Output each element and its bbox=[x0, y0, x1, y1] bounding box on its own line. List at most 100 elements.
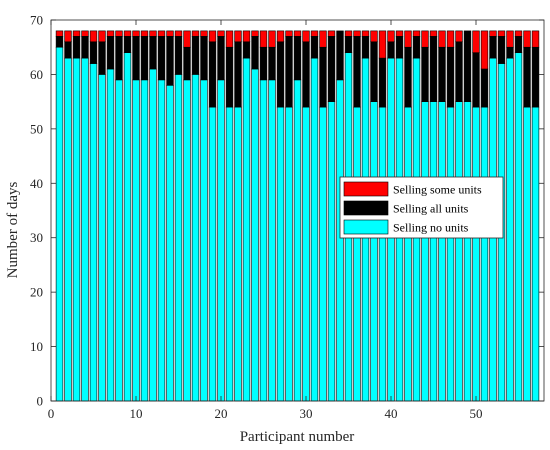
bar-segment-selling-all-units bbox=[412, 36, 421, 59]
x-axis-label: Participant number bbox=[240, 429, 355, 445]
bar-segment-selling-some-units bbox=[217, 30, 225, 37]
bar-segment-selling-all-units bbox=[217, 36, 225, 81]
legend: Selling some units Selling all units Selli… bbox=[339, 176, 504, 239]
y-tick-label: 50 bbox=[30, 121, 43, 136]
bar-segment-selling-all-units bbox=[429, 36, 438, 102]
bar-segment-selling-some-units bbox=[191, 30, 200, 37]
bar-segment-selling-some-units bbox=[208, 30, 217, 43]
bar-segment-selling-some-units bbox=[183, 30, 191, 48]
bar-segment-selling-no-units bbox=[353, 106, 361, 402]
bar-segment-selling-no-units bbox=[327, 101, 336, 402]
bar-segment-selling-no-units bbox=[166, 85, 174, 402]
bar-segment-selling-all-units bbox=[523, 46, 531, 108]
bar-segment-selling-some-units bbox=[72, 30, 81, 37]
bar-segment-selling-no-units bbox=[157, 79, 166, 402]
bar-segment-selling-no-units bbox=[259, 79, 268, 402]
bar-segment-selling-some-units bbox=[378, 30, 387, 59]
bar-segment-selling-all-units bbox=[514, 36, 523, 53]
bar-segment-selling-some-units bbox=[455, 30, 463, 43]
bar-segment-selling-all-units bbox=[395, 36, 404, 59]
legend-swatch bbox=[343, 200, 389, 216]
bar-segment-selling-all-units bbox=[123, 36, 132, 53]
bar-segment-selling-all-units bbox=[268, 46, 276, 81]
bar-segment-selling-all-units bbox=[361, 36, 370, 59]
bar-segment-selling-some-units bbox=[81, 30, 89, 37]
bar-segment-selling-all-units bbox=[293, 36, 302, 81]
bar-segment-selling-no-units bbox=[55, 46, 64, 402]
bar-segment-selling-no-units bbox=[200, 79, 208, 402]
axes-group: 0 10 20 30 40 50 0 10 20 30 40 50 60 70 bbox=[30, 13, 545, 421]
bar-segment-selling-some-units bbox=[234, 30, 242, 43]
bar-segment-selling-no-units bbox=[89, 63, 98, 402]
bar-segment-selling-all-units bbox=[225, 46, 234, 108]
bar-segment-selling-all-units bbox=[302, 41, 310, 108]
bar-segment-selling-all-units bbox=[353, 36, 361, 108]
bar-segment-selling-all-units bbox=[446, 46, 455, 108]
bar-segment-selling-all-units bbox=[89, 41, 98, 64]
bar-segment-selling-all-units bbox=[336, 30, 344, 81]
bar-segment-selling-some-units bbox=[472, 30, 480, 53]
bar-segment-selling-some-units bbox=[123, 30, 132, 37]
bar-segment-selling-no-units bbox=[225, 106, 234, 402]
bar-segment-selling-no-units bbox=[174, 74, 183, 402]
bar-segment-selling-no-units bbox=[463, 101, 472, 402]
bar-segment-selling-all-units bbox=[259, 46, 268, 81]
bar-segment-selling-all-units bbox=[285, 36, 293, 108]
bar-segment-selling-no-units bbox=[293, 79, 302, 402]
bar-segment-selling-some-units bbox=[55, 30, 64, 37]
bar-segment-selling-all-units bbox=[242, 41, 251, 59]
bar-segment-selling-all-units bbox=[55, 36, 64, 48]
plot-frame bbox=[50, 19, 545, 402]
bar-segment-selling-some-units bbox=[115, 30, 123, 37]
bar-segment-selling-no-units bbox=[64, 57, 72, 402]
bar-segment-selling-all-units bbox=[370, 41, 378, 102]
bar-segment-selling-all-units bbox=[276, 41, 285, 108]
bar-segment-selling-all-units bbox=[378, 57, 387, 108]
bar-segment-selling-all-units bbox=[106, 36, 115, 70]
bar-segment-selling-all-units bbox=[157, 36, 166, 81]
bar-segment-selling-no-units bbox=[404, 106, 412, 402]
bar-segment-selling-all-units bbox=[183, 46, 191, 81]
bar-segment-selling-no-units bbox=[268, 79, 276, 402]
bar-segment-selling-no-units bbox=[217, 79, 225, 402]
bar-segment-selling-all-units bbox=[455, 41, 463, 102]
bar-segment-selling-some-units bbox=[293, 30, 302, 37]
bar-segment-selling-no-units bbox=[123, 52, 132, 402]
bar-segment-selling-all-units bbox=[421, 46, 429, 102]
bar-segment-selling-no-units bbox=[302, 106, 310, 402]
y-tick-label: 0 bbox=[37, 394, 44, 409]
bar-segment-selling-all-units bbox=[531, 46, 540, 108]
x-tick-label: 50 bbox=[470, 406, 483, 421]
bar-segment-selling-some-units bbox=[370, 30, 378, 43]
bar-segment-selling-some-units bbox=[480, 30, 489, 70]
bar-segment-selling-no-units bbox=[310, 57, 319, 402]
bar-segment-selling-all-units bbox=[191, 36, 200, 75]
bar-segment-selling-all-units bbox=[404, 46, 412, 108]
y-tick-label: 10 bbox=[30, 339, 43, 354]
bar-segment-selling-some-units bbox=[387, 30, 395, 43]
bar-segment-selling-some-units bbox=[506, 30, 514, 48]
bar-segment-selling-no-units bbox=[336, 79, 344, 402]
bar-segment-selling-some-units bbox=[531, 30, 540, 48]
bar-segment-selling-all-units bbox=[208, 41, 217, 108]
bar-segment-selling-some-units bbox=[132, 30, 140, 37]
bar-segment-selling-all-units bbox=[463, 30, 472, 102]
bar-segment-selling-some-units bbox=[302, 30, 310, 43]
bar-segment-selling-no-units bbox=[183, 79, 191, 402]
bar-segment-selling-some-units bbox=[514, 30, 523, 37]
bar-segment-selling-no-units bbox=[531, 106, 540, 402]
bar-segment-selling-all-units bbox=[480, 68, 489, 108]
bar-segment-selling-no-units bbox=[421, 101, 429, 402]
x-tick-label: 30 bbox=[300, 406, 313, 421]
bar-segment-selling-all-units bbox=[387, 41, 395, 59]
bar-segment-selling-no-units bbox=[115, 79, 123, 402]
bar-segment-selling-some-units bbox=[64, 30, 72, 43]
bar-segment-selling-no-units bbox=[208, 106, 217, 402]
bar-segment-selling-some-units bbox=[174, 30, 183, 37]
x-tick-label: 40 bbox=[385, 406, 398, 421]
bar-segment-selling-no-units bbox=[378, 106, 387, 402]
bar-segment-selling-some-units bbox=[157, 30, 166, 37]
y-axis-label: Number of days bbox=[5, 182, 21, 279]
bar-segment-selling-some-units bbox=[89, 30, 98, 43]
bar-segment-selling-no-units bbox=[132, 79, 140, 402]
